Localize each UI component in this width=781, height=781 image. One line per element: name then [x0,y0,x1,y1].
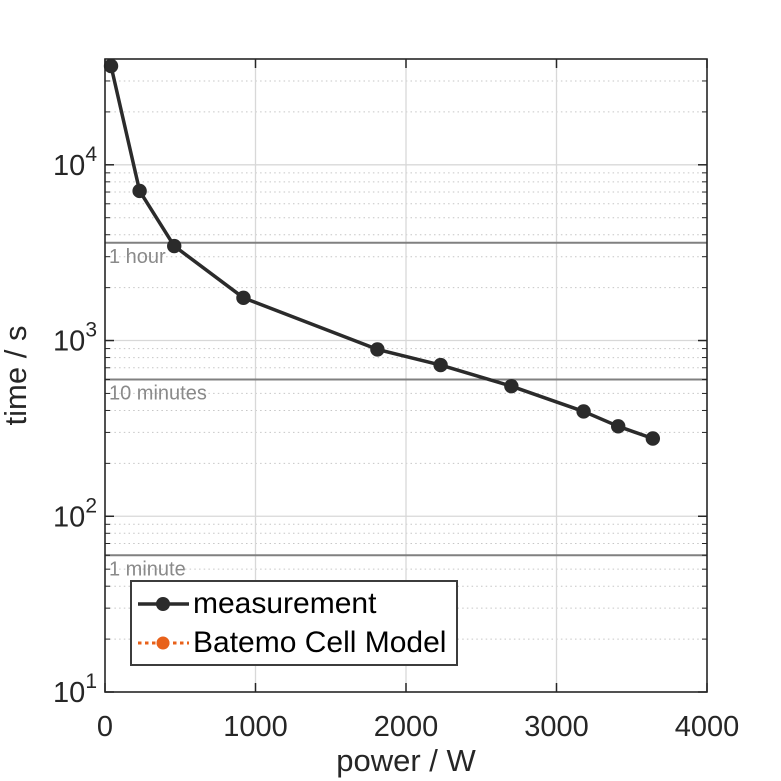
x-axis-label: power / W [336,743,476,778]
x-tick-label: 2000 [374,711,439,743]
data-point-marker [576,404,591,419]
x-tick-label: 3000 [524,711,589,743]
legend-item-measurement: measurement [137,584,456,623]
data-point-marker [132,183,147,199]
reference-lines: 1 hour 10 minutes 1 minute [105,241,707,580]
tick-labels: 0 1000 2000 3000 4000 101 102 103 104 [53,143,739,743]
x-tick-label: 1000 [223,711,288,743]
axis-ticks [104,59,708,693]
reference-line-label: 1 minute [109,558,186,580]
data-point-marker [167,238,182,254]
data-point-marker [433,357,448,373]
data-point-marker [103,58,119,74]
legend-line-sample-model [138,636,189,649]
legend-label-measurement: measurement [193,586,377,620]
data-point-marker [370,342,385,357]
legend-measurement-marker-icon [156,596,170,611]
y-tick-label: 101 [53,670,97,709]
legend-item-batemo-cell-model: Batemo Cell Model [137,623,456,662]
data-point-marker [504,378,519,394]
legend-box: measurement Batemo Cell Model [130,580,458,666]
y-axis-label: time / s [0,326,33,426]
data-point-marker [611,419,626,434]
legend-label-batemo-cell-model: Batemo Cell Model [193,625,447,659]
y-tick-label: 102 [53,494,97,533]
legend-model-marker-icon [156,636,170,649]
data-point-marker [236,290,251,306]
x-tick-label: 4000 [675,711,740,743]
y-tick-label: 104 [53,143,97,182]
reference-line-label: 1 hour [109,246,166,268]
series-measurement [103,58,661,446]
x-tick-label: 0 [97,711,113,743]
data-point-marker [645,431,661,446]
series-line [109,64,655,441]
y-tick-label: 103 [53,319,97,358]
reference-line-label: 10 minutes [109,383,207,405]
legend-line-sample-measurement [138,596,189,611]
